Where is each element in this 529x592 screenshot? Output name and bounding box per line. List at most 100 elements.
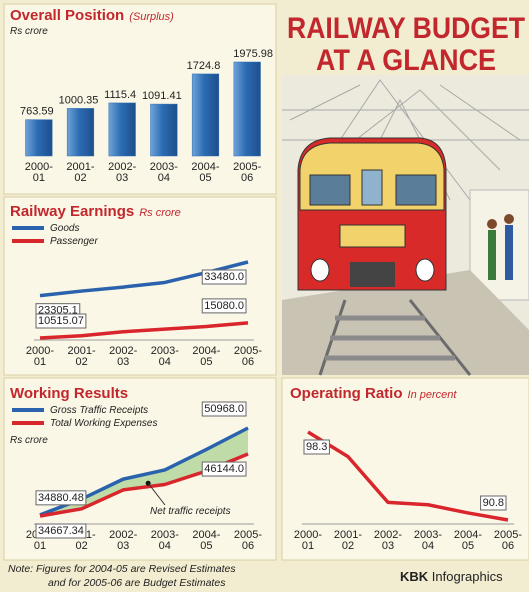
data-label-box xyxy=(35,313,87,329)
x-tick-label: 2004-05 xyxy=(454,529,482,552)
bar xyxy=(150,103,178,157)
chart-title: Working Results xyxy=(10,385,128,402)
x-tick-label-line: 2004- xyxy=(454,529,482,541)
data-label: 1975.98 xyxy=(233,48,273,60)
chart-title: Overall Position xyxy=(10,7,124,24)
bar xyxy=(25,119,53,157)
x-tick-label-line: 2001- xyxy=(66,161,94,173)
data-label-box xyxy=(35,523,87,539)
x-tick-label: 2004-05 xyxy=(192,345,220,368)
x-tick-label-line: 2004- xyxy=(191,161,219,173)
x-tick-label-line: 04 xyxy=(159,356,171,368)
data-label: 34667.34 xyxy=(38,525,84,537)
x-tick-label: 2005-06 xyxy=(233,161,261,184)
train-illustration xyxy=(282,75,529,376)
data-label: 98.3 xyxy=(306,441,327,453)
x-tick-label-line: 2001- xyxy=(334,529,362,541)
data-label-box xyxy=(201,298,247,314)
x-tick-label: 2003-04 xyxy=(151,345,179,368)
x-tick-label-line: 06 xyxy=(242,356,254,368)
unit-label: Rs crore xyxy=(10,26,48,37)
x-tick-label-line: 2005- xyxy=(494,529,522,541)
unit-label: Rs crore xyxy=(10,435,48,446)
x-tick-label-line: 04 xyxy=(422,540,434,552)
x-tick-label-line: 03 xyxy=(382,540,394,552)
page-title: RAILWAY BUDGET xyxy=(287,12,525,45)
x-tick-label: 2002-03 xyxy=(109,529,137,552)
chart-subtitle: In percent xyxy=(408,389,458,401)
bar xyxy=(66,108,95,157)
x-tick-label: 2004-05 xyxy=(192,529,220,552)
page-title: AT A GLANCE xyxy=(316,44,496,77)
x-tick-label-line: 04 xyxy=(159,540,171,552)
x-tick-label-line: 2003- xyxy=(414,529,442,541)
chart-title: Operating Ratio xyxy=(290,385,403,402)
data-label: 50968.0 xyxy=(204,403,244,415)
series-line xyxy=(39,321,249,340)
x-tick-label-line: 05 xyxy=(199,172,211,184)
x-tick-label-line: 02 xyxy=(75,356,87,368)
x-tick-label-line: 2002- xyxy=(109,345,137,357)
data-label: 1724.8 xyxy=(187,60,221,72)
annotation-leader xyxy=(147,482,166,506)
bar xyxy=(233,61,261,157)
data-label-box xyxy=(201,461,247,477)
x-tick-label: 2003-04 xyxy=(414,529,442,552)
x-tick-label: 2005-06 xyxy=(234,529,262,552)
credit: KBK Infographics xyxy=(400,569,503,584)
x-tick-label: 2000-01 xyxy=(25,161,53,184)
data-label: 15080.0 xyxy=(204,300,244,312)
legend-label: Goods xyxy=(50,223,79,234)
data-label-box xyxy=(35,490,87,506)
x-tick-label-line: 2000- xyxy=(294,529,322,541)
bar xyxy=(191,73,220,157)
data-label-box xyxy=(201,269,247,285)
x-tick-label-line: 2002- xyxy=(109,529,137,541)
x-tick-label: 2003-04 xyxy=(151,529,179,552)
x-tick-label: 2000-01 xyxy=(26,345,54,368)
panel xyxy=(3,3,277,195)
x-tick-label-line: 04 xyxy=(158,172,170,184)
x-tick-label-line: 03 xyxy=(117,356,129,368)
x-tick-label: 2002-03 xyxy=(374,529,402,552)
x-tick-label-line: 01 xyxy=(33,172,45,184)
legend-label: Total Working Expenses xyxy=(50,418,157,429)
x-tick-label-line: 03 xyxy=(117,540,129,552)
x-tick-label-line: 06 xyxy=(241,172,253,184)
data-label: 33480.0 xyxy=(204,271,244,283)
x-tick-label: 2000-01 xyxy=(294,529,322,552)
data-label: 1115.4 xyxy=(104,89,136,101)
x-tick-label-line: 01 xyxy=(302,540,314,552)
x-tick-label: 2002-03 xyxy=(109,345,137,368)
x-tick-label: 2005-06 xyxy=(494,529,522,552)
data-label: 34880.48 xyxy=(38,492,84,504)
bar xyxy=(108,102,136,157)
data-label-box xyxy=(201,401,247,417)
annotation: Net traffic receipts xyxy=(150,506,231,517)
x-tick-label-line: 05 xyxy=(200,540,212,552)
x-tick-label-line: 05 xyxy=(200,356,212,368)
x-tick-label: 2001-02 xyxy=(334,529,362,552)
note: Note: Figures for 2004-05 are Revised Es… xyxy=(8,563,236,575)
x-tick-label: 2002-03 xyxy=(108,161,136,184)
note: and for 2005-06 are Budget Estimates xyxy=(48,577,226,589)
data-label-box xyxy=(480,495,507,511)
x-tick-label-line: 2002- xyxy=(374,529,402,541)
credit-text: Infographics xyxy=(432,569,503,584)
x-tick-label-line: 05 xyxy=(462,540,474,552)
x-tick-label-line: 02 xyxy=(75,540,87,552)
credit-brand: KBK xyxy=(400,569,429,584)
x-tick-label: 2004-05 xyxy=(191,161,219,184)
data-label: 1091.41 xyxy=(142,90,182,102)
data-label-box xyxy=(303,439,330,455)
data-label: 763.59 xyxy=(20,106,54,118)
data-label: 90.8 xyxy=(483,497,504,509)
x-tick-label-line: 2005- xyxy=(234,529,262,541)
legend-label: Passenger xyxy=(50,236,98,247)
x-tick-label-line: 2004- xyxy=(192,529,220,541)
x-tick-label-line: 06 xyxy=(242,540,254,552)
x-tick-label: 2001-02 xyxy=(66,161,94,184)
data-label: 10515.07 xyxy=(38,315,84,327)
x-tick-label: 2005-06 xyxy=(234,345,262,368)
